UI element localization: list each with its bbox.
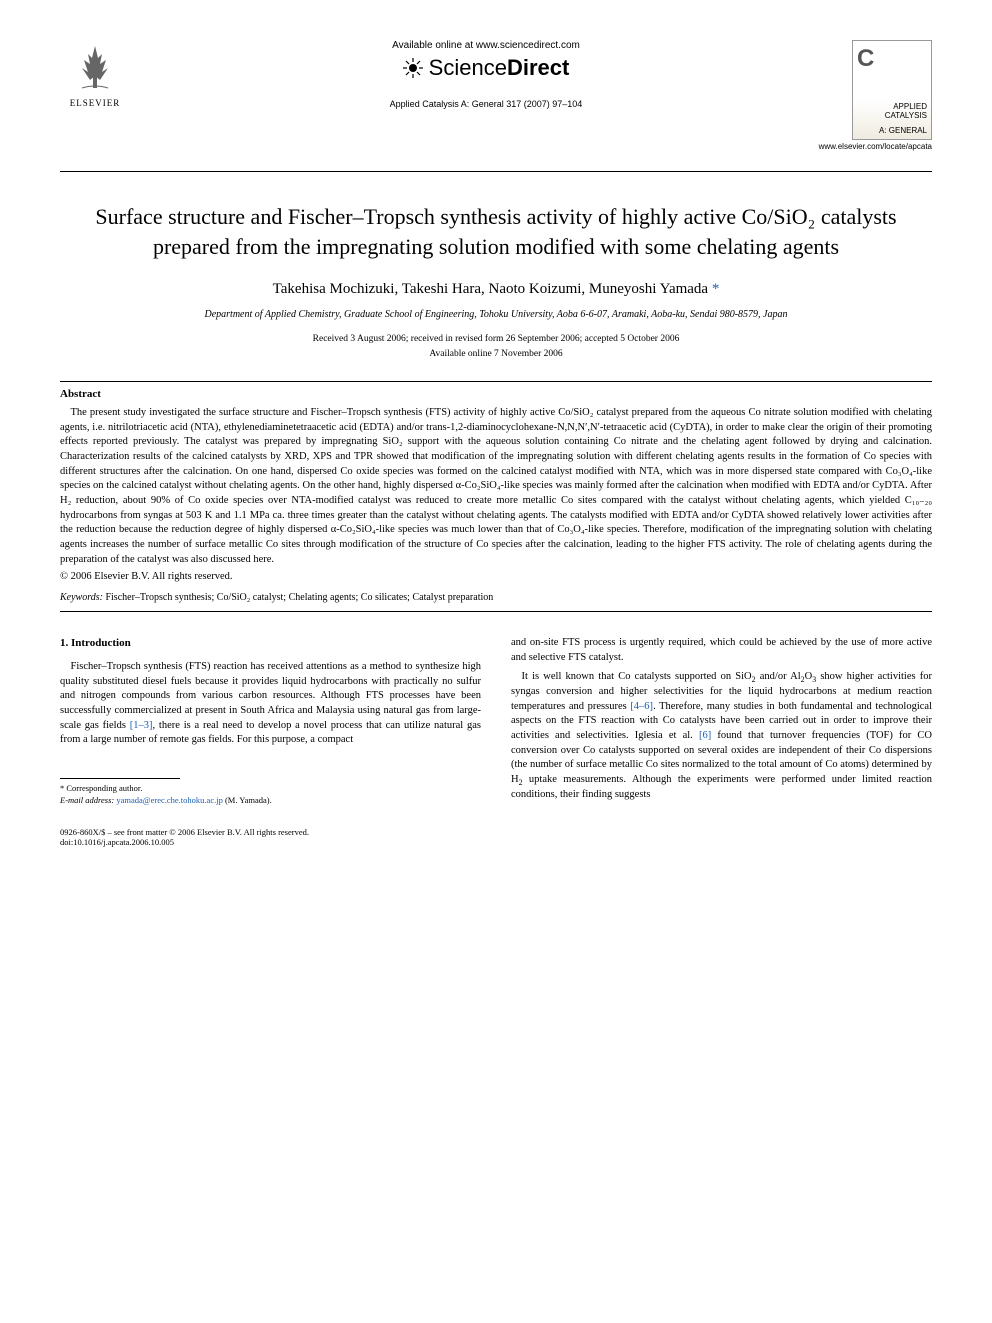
sciencedirect-logo: ScienceDirect [403, 55, 570, 81]
online-date: Available online 7 November 2006 [60, 347, 932, 361]
keywords-label: Keywords: [60, 592, 103, 603]
available-online-text: Available online at www.sciencedirect.co… [392, 40, 580, 51]
cover-subtitle: A: GENERAL [857, 126, 927, 135]
keywords-value: Fischer–Tropsch synthesis; Co/SiO₂ catal… [105, 592, 493, 603]
ref-link-1-3[interactable]: [1–3] [130, 720, 153, 731]
body-columns: 1. Introduction Fischer–Tropsch synthesi… [60, 636, 932, 806]
email-footnote: E-mail address: yamada@erec.che.tohoku.a… [60, 795, 481, 807]
footnote-separator [60, 778, 180, 779]
email-link[interactable]: yamada@erec.che.tohoku.ac.jp [116, 795, 222, 805]
intro-p3: It is well known that Co catalysts suppo… [511, 670, 932, 803]
header-divider [60, 171, 932, 172]
article-title: Surface structure and Fischer–Tropsch sy… [60, 202, 932, 261]
right-column: and on-site FTS process is urgently requ… [511, 636, 932, 806]
footnote-block: * Corresponding author. E-mail address: … [60, 783, 481, 807]
intro-heading: 1. Introduction [60, 636, 481, 651]
email-label: E-mail address: [60, 795, 114, 805]
affiliation: Department of Applied Chemistry, Graduat… [60, 308, 932, 322]
abstract-body: The present study investigated the surfa… [60, 406, 932, 568]
abstract-copyright: © 2006 Elsevier B.V. All rights reserved… [60, 571, 932, 582]
elsevier-label: ELSEVIER [70, 98, 121, 108]
authors-names: Takehisa Mochizuki, Takeshi Hara, Naoto … [273, 281, 708, 297]
email-name: (M. Yamada). [225, 795, 272, 805]
intro-p3-text: It is well known that Co catalysts suppo… [511, 671, 932, 800]
corresponding-mark[interactable]: * [712, 281, 720, 297]
abstract-top-divider [60, 381, 932, 382]
header-row: ELSEVIER Available online at www.science… [60, 40, 932, 151]
sciencedirect-sun-icon [403, 58, 423, 78]
center-header: Available online at www.sciencedirect.co… [130, 40, 842, 109]
footer-left: 0926-860X/$ – see front matter © 2006 El… [60, 827, 309, 847]
abstract-bottom-divider [60, 611, 932, 612]
ref-link-6[interactable]: [6] [699, 730, 711, 741]
footer-issn: 0926-860X/$ – see front matter © 2006 El… [60, 827, 309, 837]
sciencedirect-text: ScienceDirect [429, 55, 570, 81]
intro-p1: Fischer–Tropsch synthesis (FTS) reaction… [60, 660, 481, 748]
cover-catalysis: CATALYSIS [857, 111, 927, 120]
corresp-footnote: * Corresponding author. [60, 783, 481, 795]
abstract-section: Abstract The present study investigated … [60, 388, 932, 583]
left-column: 1. Introduction Fischer–Tropsch synthesi… [60, 636, 481, 806]
ref-link-4-6[interactable]: [4–6] [630, 701, 653, 712]
cover-c-icon: C [857, 45, 874, 73]
footer-row: 0926-860X/$ – see front matter © 2006 El… [60, 827, 932, 847]
authors-line: Takehisa Mochizuki, Takeshi Hara, Naoto … [60, 281, 932, 298]
keywords-line: Keywords: Fischer–Tropsch synthesis; Co/… [60, 592, 932, 603]
abstract-heading: Abstract [60, 388, 932, 400]
elsevier-tree-icon [68, 40, 122, 94]
article-dates: Received 3 August 2006; received in revi… [60, 332, 932, 361]
journal-cover-box: C APPLIED CATALYSIS A: GENERAL [852, 40, 932, 140]
journal-citation: Applied Catalysis A: General 317 (2007) … [390, 99, 583, 109]
cover-applied: APPLIED [857, 102, 927, 111]
journal-cover-block: C APPLIED CATALYSIS A: GENERAL www.elsev… [842, 40, 932, 151]
intro-p2: and on-site FTS process is urgently requ… [511, 636, 932, 665]
intro-p1-text: Fischer–Tropsch synthesis (FTS) reaction… [60, 661, 481, 745]
received-dates: Received 3 August 2006; received in revi… [60, 332, 932, 346]
elsevier-logo: ELSEVIER [60, 40, 130, 108]
footer-doi: doi:10.1016/j.apcata.2006.10.005 [60, 837, 309, 847]
journal-url: www.elsevier.com/locate/apcata [819, 142, 932, 151]
